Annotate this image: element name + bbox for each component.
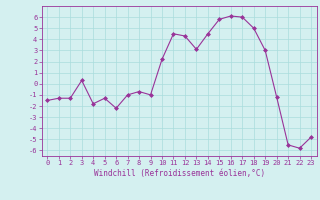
X-axis label: Windchill (Refroidissement éolien,°C): Windchill (Refroidissement éolien,°C) xyxy=(94,169,265,178)
